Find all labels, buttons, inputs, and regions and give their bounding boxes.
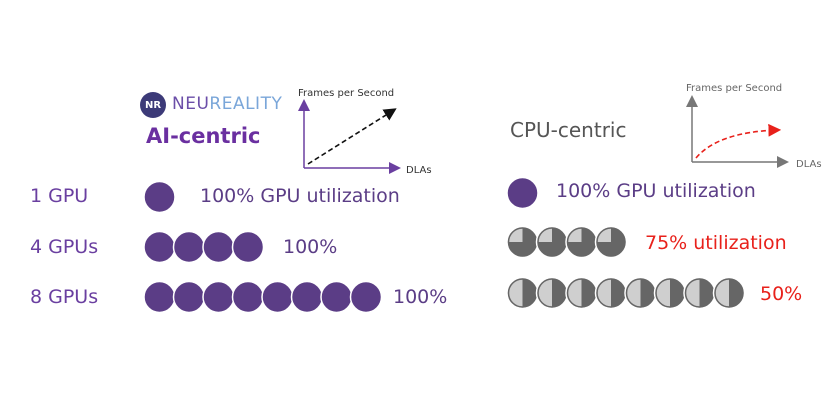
gpu-icon-row2-1 [143, 230, 176, 264]
ai-row1-utilization: 100% GPU utilization [200, 185, 400, 207]
gpu-icon-row3-5 [261, 280, 294, 314]
cpu-chart-xlabel: DLAs [796, 159, 822, 170]
ai-centric-title: AI-centric [146, 124, 261, 148]
ai-row3-utilization: 100% [393, 286, 448, 308]
gpu-icon-row2-3 [202, 230, 235, 264]
cpu-chart-ylabel: Frames per Second [686, 83, 782, 94]
ai-chart-xlabel: DLAs [406, 165, 432, 176]
gpu-icon-row3-4 [231, 280, 265, 314]
gpu-icon-row3-1 [506, 276, 539, 310]
ai-trend-line [307, 108, 397, 165]
cpu-centric-chart: Frames per Second DLAs [686, 83, 822, 170]
row-label-4gpus: 4 GPUs [30, 236, 99, 258]
cpu-centric-title: CPU-centric [510, 118, 627, 142]
brand-name: NEUREALITY [172, 94, 282, 114]
gpu-icon-row3-5 [624, 276, 657, 310]
gpu-icon-row3-8 [712, 276, 746, 310]
gpu-icon-row1-1 [506, 176, 539, 210]
gpu-icon-row3-1 [143, 280, 176, 314]
gpu-icon-row2-1 [506, 225, 539, 259]
row-label-8gpus: 8 GPUs [30, 286, 99, 308]
brand-reality: REALITY [209, 94, 283, 114]
gpu-icon-row2-4 [231, 230, 265, 264]
gpu-icon-row3-6 [653, 276, 687, 310]
neureality-logo-icon: NR [140, 92, 166, 118]
gpu-icon-row3-2 [172, 280, 206, 314]
gpu-icon-row3-6 [290, 280, 324, 314]
gpu-icon-row3-2 [535, 276, 569, 310]
cpu-row3-utilization: 50% [760, 283, 803, 305]
gpu-icon-row2-2 [535, 225, 569, 259]
logo-badge-text: NR [144, 99, 162, 111]
cpu-row1-utilization: 100% GPU utilization [556, 180, 756, 202]
ai-centric-chart: Frames per Second DLAs [298, 88, 432, 176]
brand-neu: NEU [172, 94, 210, 114]
gpu-icon-row3-4 [594, 276, 628, 310]
gpu-icon-row3-8 [349, 280, 383, 314]
cpu-row2-utilization: 75% utilization [645, 232, 787, 254]
cpu-trend-line [695, 123, 782, 159]
gpu-icon-row3-3 [202, 280, 235, 314]
gpu-icon-row2-4 [594, 225, 628, 259]
gpu-icon-row2-3 [565, 225, 598, 259]
gpu-icon-row1-1 [143, 180, 176, 214]
ai-chart-ylabel: Frames per Second [298, 88, 394, 99]
gpu-icon-row3-7 [683, 276, 716, 310]
gpu-icon-row2-2 [172, 230, 206, 264]
gpu-icon-row3-7 [320, 280, 353, 314]
ai-centric-gpu-icons [143, 180, 383, 314]
gpu-icon-row3-3 [565, 276, 598, 310]
ai-row2-utilization: 100% [283, 236, 338, 258]
row-label-1gpu: 1 GPU [30, 185, 89, 207]
cpu-centric-gpu-icons [506, 176, 746, 310]
